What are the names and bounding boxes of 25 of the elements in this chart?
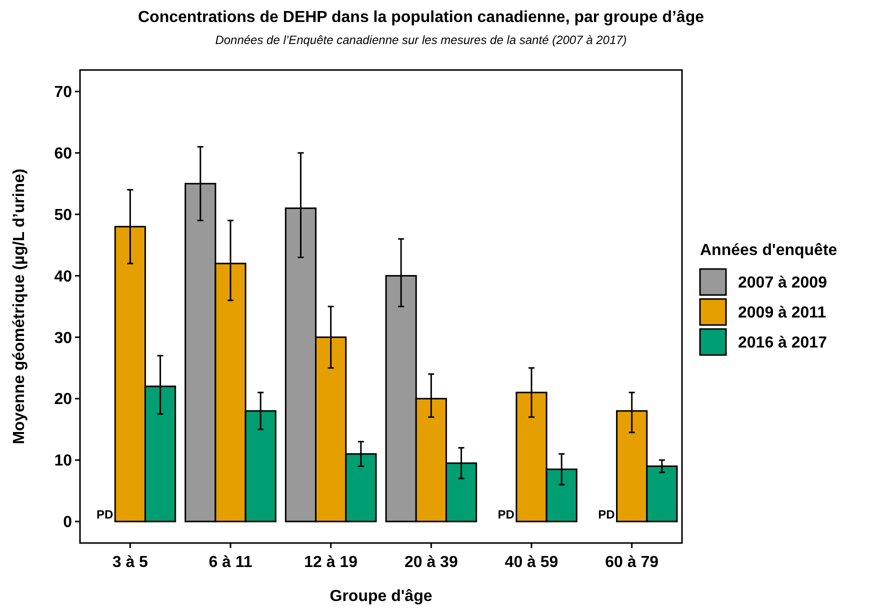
annotation: PD: [96, 508, 114, 522]
x-tick-label: 3 à 5: [112, 554, 148, 571]
chart-title: Concentrations de DEHP dans la population canadienne, par groupe d’âge: [138, 9, 704, 26]
y-tick-label: 0: [63, 514, 72, 532]
y-tick-label: 20: [54, 391, 72, 408]
legend-title: Années d'enquête: [700, 242, 838, 259]
y-tick-label: 10: [54, 452, 72, 470]
x-tick-label: 6 à 11: [208, 554, 252, 571]
y-tick-label: 70: [54, 84, 72, 102]
y-tick-label: 50: [54, 206, 72, 224]
y-tick-label: 30: [54, 330, 72, 347]
legend-label: 2007 à 2009: [738, 274, 828, 292]
chart-subtitle: Données de l’Enquête canadienne sur les mesures de la santé (2007 à 2017): [215, 33, 627, 47]
x-tick-label: 40 à 59: [504, 554, 558, 571]
annotation: PD: [598, 508, 616, 522]
x-tick-label: 60 à 79: [605, 554, 659, 571]
x-tick-label: 20 à 39: [404, 554, 458, 571]
y-tick-label: 60: [54, 146, 72, 163]
legend-label: 2016 à 2017: [738, 334, 828, 352]
x-axis-title: Groupe d'âge: [330, 588, 432, 605]
annotation: PD: [498, 508, 515, 522]
x-tick-label: 12 à 19: [304, 554, 358, 571]
legend-label: 2009 à 2011: [738, 304, 826, 322]
y-tick-label: 40: [54, 268, 72, 286]
y-axis-title: Moyenne géométrique (µg/L d’urine): [11, 168, 28, 444]
